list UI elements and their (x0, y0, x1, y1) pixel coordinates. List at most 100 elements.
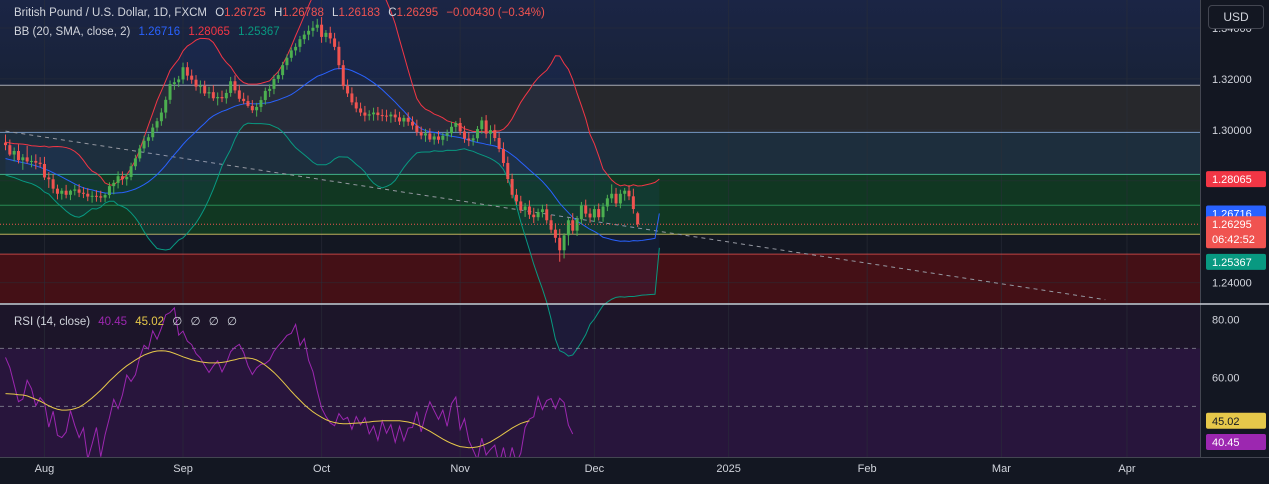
candle-body (294, 46, 298, 51)
candle-body (389, 114, 393, 117)
candle-body (445, 133, 449, 136)
last-price-badge: 1.26295 (1212, 219, 1252, 231)
candle-body (8, 145, 12, 155)
candle-body (346, 86, 350, 94)
candle-body (428, 133, 432, 140)
candle-body (285, 57, 289, 66)
candle-body (402, 117, 406, 122)
candle-body (42, 163, 46, 178)
time-tick-label: Aug (35, 463, 55, 475)
candle-body (571, 220, 575, 231)
trendline (5, 130, 1106, 301)
candle-body (77, 189, 81, 193)
rsi-legend: RSI (14, close) 40.45 45.02 ∅ ∅ ∅ ∅ (14, 314, 242, 328)
candle-body (337, 46, 341, 66)
candle-body (398, 117, 402, 122)
candle-body (55, 188, 59, 194)
currency-button[interactable]: USD (1208, 5, 1264, 29)
candle-body (129, 166, 133, 177)
symbol-title: British Pound / U.S. Dollar, 1D, FXCM (14, 7, 208, 19)
candle-body (94, 195, 98, 197)
candle-body (372, 112, 376, 115)
candle-body (484, 120, 488, 134)
rsi-ma-value: 45.02 (135, 316, 165, 328)
candle-body (488, 130, 492, 134)
candle-body (246, 101, 250, 106)
candle-body (112, 182, 116, 187)
candle-body (462, 131, 466, 139)
rsi-ma-badge: 45.02 (1212, 416, 1240, 428)
candle-body (68, 190, 72, 195)
candle-body (623, 190, 627, 194)
candle-body (631, 196, 635, 210)
time-tick-label: Oct (313, 463, 330, 475)
candle-body (406, 117, 410, 122)
candle-body (588, 213, 592, 218)
candle-body (151, 127, 155, 138)
time-tick-label: Feb (858, 463, 877, 475)
candle-body (138, 148, 142, 159)
rsi-value: 40.45 (98, 316, 128, 328)
price-zone (0, 254, 1200, 303)
candle-body (229, 81, 233, 93)
candle-body (272, 78, 276, 89)
candle-body (618, 193, 622, 204)
candle-body (168, 84, 172, 100)
candle-body (333, 38, 337, 47)
rsi-tick-label: 60.00 (1212, 372, 1240, 384)
candle-body (155, 121, 159, 128)
candle-body (454, 122, 458, 127)
candle-body (203, 85, 207, 94)
candle-body (449, 126, 453, 134)
candle-body (584, 205, 588, 214)
candle-body (268, 88, 272, 91)
candle-body (350, 93, 354, 103)
candle-body (255, 106, 259, 111)
candle-body (103, 195, 107, 198)
rsi-extra-1: ∅ (172, 316, 183, 328)
bb-lower-line (5, 122, 660, 357)
price-zone (0, 132, 1200, 175)
candle-body (411, 121, 415, 126)
candle-body (177, 79, 181, 83)
candle-body (341, 65, 345, 87)
low-label: L (332, 7, 339, 19)
candle-body (605, 198, 609, 207)
bb-basis-line (5, 68, 660, 242)
low-value: 1.26183 (338, 7, 381, 19)
candle-body (4, 142, 7, 146)
candle-body (614, 193, 618, 204)
candle-body (86, 193, 90, 197)
candle-body (566, 220, 570, 236)
time-tick-label: 2025 (716, 463, 740, 475)
candle-body (73, 189, 77, 191)
rsi-ma-badge-bg (1206, 412, 1266, 429)
rsi-extra-4: ∅ (226, 316, 237, 328)
candle-body (320, 24, 324, 37)
candle-body (81, 192, 85, 194)
candle-body (545, 209, 549, 221)
time-tick-label: Apr (1118, 463, 1135, 475)
price-tick-label: 1.32000 (1212, 74, 1252, 86)
candle-body (562, 235, 566, 251)
bb-lower-badge: 1.25367 (1212, 257, 1252, 269)
candle-body (514, 194, 518, 202)
candle-body (216, 97, 220, 99)
candle-body (298, 39, 302, 47)
candle-body (237, 90, 241, 99)
candle-body (385, 115, 389, 117)
candle-body (242, 98, 246, 102)
candle-body (198, 85, 202, 87)
rsi-extra-2: ∅ (190, 316, 201, 328)
change-value: −0.00430 (−0.34%) (446, 7, 545, 19)
time-tick-label: Dec (585, 463, 605, 475)
candle-body (276, 75, 280, 79)
candle-body (60, 190, 64, 194)
candle-body (220, 97, 224, 99)
time-tick-label: Sep (173, 463, 193, 475)
bb-label: BB (20, SMA, close, 2) (14, 26, 131, 38)
candle-body (415, 125, 419, 133)
candle-body (90, 195, 94, 197)
